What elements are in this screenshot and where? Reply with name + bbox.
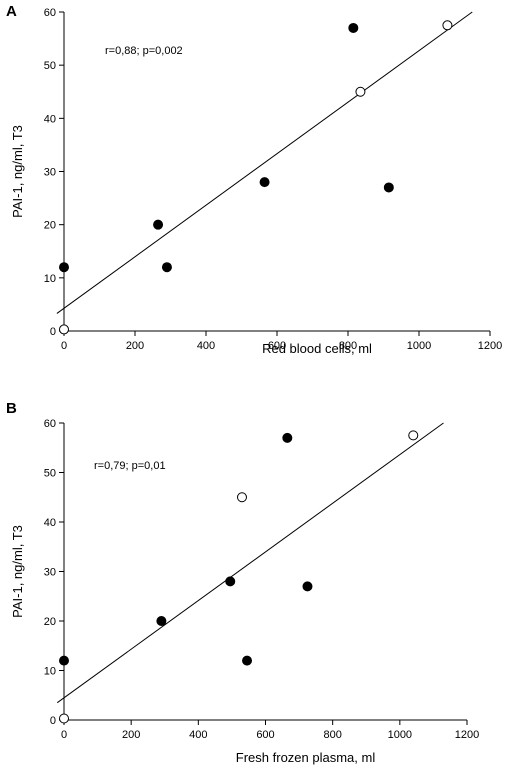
data-point-open bbox=[236, 492, 247, 503]
y-tick-label: 40 bbox=[44, 517, 56, 529]
data-point-filled bbox=[156, 616, 167, 626]
panel-letter: A bbox=[6, 3, 17, 20]
x-tick-label: 200 bbox=[126, 340, 144, 352]
x-axis-title: Red blood cells, ml bbox=[262, 341, 372, 356]
y-tick-label: 30 bbox=[44, 567, 56, 579]
x-tick-label: 800 bbox=[339, 340, 357, 352]
data-point-filled bbox=[348, 22, 359, 33]
x-tick-label: 1200 bbox=[455, 729, 479, 741]
y-tick-label: 30 bbox=[44, 167, 56, 179]
data-point-filled bbox=[383, 182, 394, 193]
data-point-filled bbox=[161, 262, 172, 273]
data-point-open bbox=[408, 430, 419, 441]
data-point-filled bbox=[242, 655, 253, 666]
regression-line bbox=[56, 11, 473, 314]
x-axis-title: Fresh frozen plasma, ml bbox=[236, 750, 376, 765]
y-axis-title: PAI-1, ng/ml, T3 bbox=[10, 125, 25, 218]
y-tick-label: 60 bbox=[44, 7, 56, 19]
correlation-annotation: r=0,79; p=0,01 bbox=[94, 460, 166, 472]
y-tick-label: 40 bbox=[44, 113, 56, 125]
data-point-open bbox=[355, 86, 366, 97]
x-tick-label: 400 bbox=[189, 729, 207, 741]
x-tick-label: 200 bbox=[122, 729, 140, 741]
data-point-open bbox=[59, 324, 69, 335]
x-tick-label: 600 bbox=[268, 340, 286, 352]
data-point-open bbox=[59, 713, 69, 724]
panel-letter: B bbox=[6, 400, 17, 417]
y-tick-label: 20 bbox=[44, 616, 56, 628]
y-tick-label: 20 bbox=[44, 220, 56, 232]
panel-b: B 0 200 400 600 800 1000 1200 0 10 20 30 40 50 60 Fresh… bbox=[6, 400, 479, 765]
regression-line bbox=[56, 422, 444, 704]
data-point-filled bbox=[282, 432, 293, 443]
y-tick-label: 50 bbox=[44, 60, 56, 72]
x-tick-label: 0 bbox=[61, 729, 67, 741]
data-point-filled bbox=[153, 219, 164, 230]
data-point-filled bbox=[259, 177, 270, 188]
data-point-open bbox=[442, 20, 453, 31]
data-point-filled bbox=[302, 581, 313, 592]
y-tick-label: 10 bbox=[44, 666, 56, 678]
x-tick-label: 1200 bbox=[478, 340, 502, 352]
x-tick-label: 0 bbox=[61, 340, 67, 352]
y-tick-label: 10 bbox=[44, 273, 56, 285]
data-point-filled bbox=[225, 576, 236, 587]
x-tick-label: 1000 bbox=[407, 340, 431, 352]
y-tick-label: 0 bbox=[50, 326, 56, 338]
correlation-annotation: r=0,88; p=0,002 bbox=[105, 45, 183, 57]
data-point-filled bbox=[59, 655, 69, 666]
y-tick-label: 0 bbox=[50, 715, 56, 727]
x-tick-label: 800 bbox=[323, 729, 341, 741]
y-axis-title: PAI-1, ng/ml, T3 bbox=[10, 525, 25, 618]
x-tick-label: 1000 bbox=[388, 729, 412, 741]
data-point-filled bbox=[59, 262, 69, 273]
panel-a: A 0 200 400 600 800 1000 1200 0 10 20 30 40 50 60 Red b… bbox=[6, 3, 502, 356]
y-tick-label: 50 bbox=[44, 468, 56, 480]
x-tick-label: 400 bbox=[197, 340, 215, 352]
y-tick-label: 60 bbox=[44, 418, 56, 430]
x-tick-label: 600 bbox=[256, 729, 274, 741]
